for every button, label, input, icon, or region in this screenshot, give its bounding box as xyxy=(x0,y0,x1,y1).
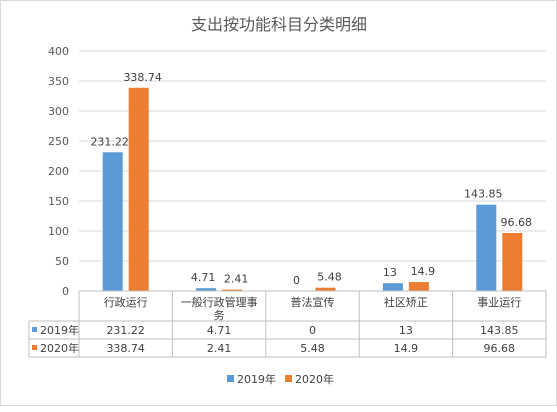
table-cell: 0 xyxy=(309,324,316,337)
table-series-swatch xyxy=(32,327,37,332)
data-label: 4.71 xyxy=(191,271,216,284)
y-tick-label: 350 xyxy=(48,75,69,88)
data-label: 338.74 xyxy=(123,71,162,84)
chart-title: 支出按功能科目分类明细 xyxy=(191,15,367,34)
data-label: 2.41 xyxy=(224,273,249,286)
table-cell: 13 xyxy=(399,324,413,337)
legend-label: 2019年 xyxy=(237,372,276,386)
y-tick-label: 300 xyxy=(48,105,69,118)
legend-label: 2020年 xyxy=(295,372,334,386)
table-cell: 338.74 xyxy=(106,342,145,355)
bar-2020年-社区矫正 xyxy=(408,282,429,291)
x-tick-label: 一般行政管理事务 xyxy=(181,295,258,322)
data-label: 231.22 xyxy=(90,135,129,148)
bar-2019年-社区矫正 xyxy=(382,283,403,291)
data-label: 143.85 xyxy=(464,188,503,201)
x-tick-label-line: 一般行政管理事 xyxy=(181,295,258,309)
table-cell: 2.41 xyxy=(207,342,232,355)
bars xyxy=(102,87,523,291)
bar-2019年-一般行政管理事务 xyxy=(196,288,217,291)
x-tick-label: 事业运行 xyxy=(477,296,521,309)
x-tick-label: 社区矫正 xyxy=(384,295,428,309)
table-cell: 96.68 xyxy=(484,342,516,355)
y-axis: 0 50 100 150 200 250 300 350 400 xyxy=(48,45,69,298)
y-tick-label: 400 xyxy=(48,45,69,58)
legend: 2019年 2020年 xyxy=(227,372,334,386)
bar-2019年-行政运行 xyxy=(102,152,123,291)
bar-2020年-事业运行 xyxy=(502,232,523,291)
bar-2020年-行政运行 xyxy=(128,87,149,291)
legend-swatch-2019年 xyxy=(227,375,234,382)
y-tick-label: 100 xyxy=(48,225,69,238)
table-cell: 5.48 xyxy=(300,342,325,355)
data-label: 0 xyxy=(293,274,300,287)
y-tick-label: 250 xyxy=(48,135,69,148)
y-tick-label: 0 xyxy=(62,285,69,298)
x-tick-label-line: 务 xyxy=(214,309,225,322)
x-tick-label: 普法宣传 xyxy=(291,295,335,309)
gridlines xyxy=(79,50,546,262)
x-tick-label: 行政运行 xyxy=(104,295,148,309)
table-series-name: 2020年 xyxy=(40,341,79,355)
legend-swatch-2020年 xyxy=(285,375,292,382)
bar-2019年-事业运行 xyxy=(476,204,497,291)
table-cell: 143.85 xyxy=(480,324,519,337)
table-series-swatch xyxy=(32,345,37,350)
data-labels: 231.22 338.74 4.71 2.41 0 5.48 13 14.9 143.85 96.… xyxy=(90,71,532,287)
y-tick-label: 200 xyxy=(48,165,69,178)
data-label: 14.9 xyxy=(411,265,436,278)
table-cell: 4.71 xyxy=(207,324,232,337)
data-label: 13 xyxy=(383,266,397,279)
table-series-name: 2019年 xyxy=(40,323,79,337)
data-table: 行政运行 一般行政管理事务 普法宣传 社区矫正 事业运行 2019年 231.22 4.71 0… xyxy=(28,290,547,358)
table-cell: 231.22 xyxy=(106,324,145,337)
bar-2020年-普法宣传 xyxy=(315,287,336,291)
data-label: 96.68 xyxy=(501,216,533,229)
y-tick-label: 150 xyxy=(48,195,69,208)
y-tick-label: 50 xyxy=(55,255,69,268)
bar-2020年-一般行政管理事务 xyxy=(222,289,243,291)
data-label: 5.48 xyxy=(317,271,342,284)
table-cell: 14.9 xyxy=(394,342,419,355)
